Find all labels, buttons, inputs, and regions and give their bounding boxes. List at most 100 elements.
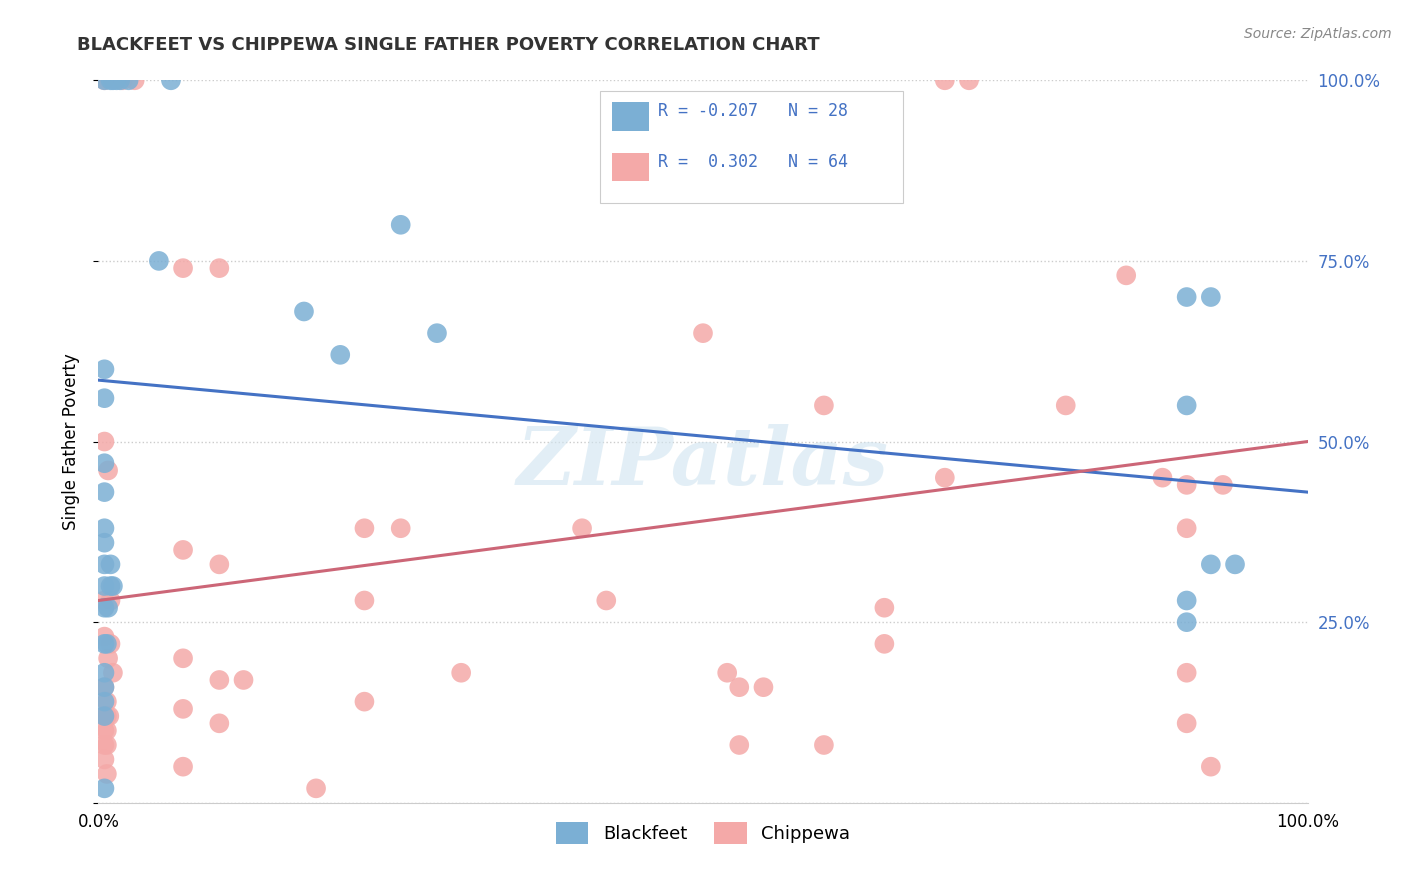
Point	[571, 521, 593, 535]
Point	[813, 738, 835, 752]
Text: BLACKFEET VS CHIPPEWA SINGLE FATHER POVERTY CORRELATION CHART: BLACKFEET VS CHIPPEWA SINGLE FATHER POVE…	[77, 36, 820, 54]
Point	[873, 637, 896, 651]
Point	[1175, 665, 1198, 680]
Point	[93, 579, 115, 593]
Point	[957, 73, 980, 87]
Point	[1175, 398, 1198, 412]
Point	[1175, 521, 1198, 535]
Point	[208, 716, 231, 731]
Point	[93, 709, 115, 723]
Point	[100, 73, 122, 87]
Point	[1175, 593, 1198, 607]
Point	[450, 665, 472, 680]
Point	[111, 73, 134, 87]
Point	[1054, 398, 1077, 412]
Point	[97, 651, 120, 665]
Point	[101, 579, 124, 593]
Point	[389, 218, 412, 232]
Point	[93, 680, 115, 694]
Point	[108, 73, 131, 87]
Point	[93, 630, 115, 644]
Point	[752, 680, 775, 694]
Point	[93, 752, 115, 766]
Point	[232, 673, 254, 687]
Point	[1175, 615, 1198, 630]
FancyBboxPatch shape	[613, 102, 648, 131]
Point	[692, 326, 714, 340]
Point	[100, 593, 122, 607]
Text: R =  0.302   N = 64: R = 0.302 N = 64	[658, 153, 848, 171]
Point	[172, 261, 194, 276]
Point	[208, 673, 231, 687]
Point	[101, 73, 124, 87]
Point	[1175, 478, 1198, 492]
Point	[172, 702, 194, 716]
Point	[93, 680, 115, 694]
Text: R = -0.207   N = 28: R = -0.207 N = 28	[658, 103, 848, 120]
Text: Source: ZipAtlas.com: Source: ZipAtlas.com	[1244, 27, 1392, 41]
Point	[96, 637, 118, 651]
Point	[100, 637, 122, 651]
Point	[728, 680, 751, 694]
Point	[96, 723, 118, 738]
Point	[96, 709, 118, 723]
FancyBboxPatch shape	[613, 153, 648, 181]
Point	[813, 398, 835, 412]
Point	[160, 73, 183, 87]
Point	[105, 73, 128, 87]
Y-axis label: Single Father Poverty: Single Father Poverty	[62, 353, 80, 530]
Point	[172, 542, 194, 557]
Point	[93, 362, 115, 376]
Point	[93, 709, 115, 723]
Point	[93, 391, 115, 405]
Point	[93, 456, 115, 470]
Point	[93, 781, 115, 796]
Point	[124, 73, 146, 87]
Point	[96, 695, 118, 709]
Point	[353, 521, 375, 535]
Point	[1199, 290, 1222, 304]
Point	[93, 73, 115, 87]
Point	[716, 665, 738, 680]
Point	[93, 593, 115, 607]
Point	[934, 470, 956, 484]
Point	[93, 535, 115, 549]
Point	[93, 723, 115, 738]
Legend: Blackfeet, Chippewa: Blackfeet, Chippewa	[548, 815, 858, 852]
Point	[329, 348, 352, 362]
Point	[93, 600, 115, 615]
Point	[148, 253, 170, 268]
Point	[93, 485, 115, 500]
Point	[172, 651, 194, 665]
Point	[93, 665, 115, 680]
Point	[96, 767, 118, 781]
Point	[1199, 760, 1222, 774]
Point	[1152, 470, 1174, 484]
Point	[172, 760, 194, 774]
Point	[728, 738, 751, 752]
FancyBboxPatch shape	[600, 91, 903, 203]
Point	[1115, 268, 1137, 283]
Point	[353, 593, 375, 607]
Point	[305, 781, 328, 796]
Point	[389, 521, 412, 535]
Point	[1212, 478, 1234, 492]
Point	[1175, 290, 1198, 304]
Text: ZIPatlas: ZIPatlas	[517, 425, 889, 502]
Point	[1175, 716, 1198, 731]
Point	[1223, 558, 1246, 572]
Point	[118, 73, 141, 87]
Point	[93, 695, 115, 709]
Point	[93, 434, 115, 449]
Point	[595, 593, 617, 607]
Point	[93, 521, 115, 535]
Point	[97, 463, 120, 477]
Point	[208, 261, 231, 276]
Point	[208, 558, 231, 572]
Point	[1199, 558, 1222, 572]
Point	[934, 73, 956, 87]
Point	[292, 304, 315, 318]
Point	[93, 558, 115, 572]
Point	[97, 600, 120, 615]
Point	[353, 695, 375, 709]
